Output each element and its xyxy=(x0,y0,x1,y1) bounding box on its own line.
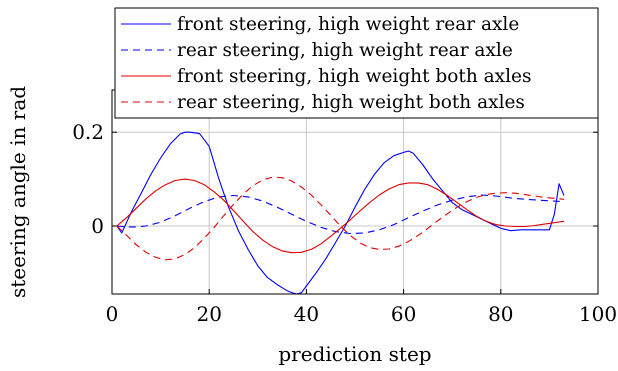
legend-label-3: front steering, high weight both axles xyxy=(177,66,531,87)
x-axis-title: prediction step xyxy=(278,342,431,366)
axis-ticks: 0 20 40 60 80 100 0 0.2 xyxy=(72,90,617,326)
x-tick-label: 80 xyxy=(488,302,513,326)
legend: front steering, high weight rear axle rea… xyxy=(114,7,599,119)
x-tick-label: 100 xyxy=(579,302,617,326)
x-tick-label: 60 xyxy=(391,302,416,326)
x-tick-label: 0 xyxy=(106,302,119,326)
series-line-3 xyxy=(116,178,565,254)
y-tick-label: 0.2 xyxy=(72,120,104,144)
grid-lines xyxy=(111,90,599,294)
legend-label-4: rear steering, high weight both axles xyxy=(177,92,525,113)
x-tick-label: 40 xyxy=(294,302,319,326)
series-lines xyxy=(116,131,565,295)
y-tick-label: 0 xyxy=(91,214,104,238)
series-line-4 xyxy=(116,176,565,261)
series-line-1 xyxy=(116,131,565,295)
legend-label-1: front steering, high weight rear axle xyxy=(177,14,519,35)
x-tick-label: 20 xyxy=(196,302,221,326)
legend-label-2: rear steering, high weight rear axle xyxy=(177,40,513,61)
plot-frame xyxy=(111,89,599,295)
legend-box xyxy=(114,7,599,119)
y-axis-title: steering angle in rad xyxy=(6,86,30,298)
